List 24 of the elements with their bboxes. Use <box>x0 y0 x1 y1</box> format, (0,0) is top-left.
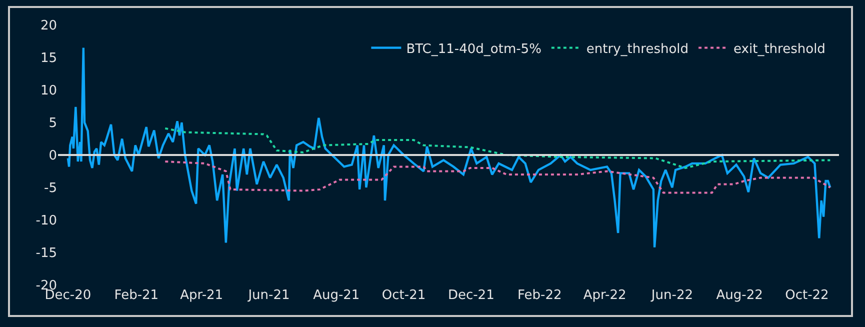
y-tick-label: 15 <box>40 51 57 66</box>
legend-label: exit_threshold <box>734 42 826 57</box>
y-tick-label: -10 <box>36 214 57 229</box>
line-series <box>164 160 832 194</box>
x-tick-label: Aug-22 <box>716 288 763 303</box>
x-tick-label: Apr-21 <box>180 288 224 303</box>
x-tick-label: Feb-22 <box>518 288 562 303</box>
x-tick-label: Oct-22 <box>785 288 829 303</box>
legend-label: entry_threshold <box>586 42 689 57</box>
x-tick-label: Feb-21 <box>114 288 159 303</box>
x-tick-label: Aug-21 <box>313 288 360 303</box>
x-tick-label: Oct-21 <box>382 288 426 303</box>
y-tick-label: -5 <box>44 181 57 196</box>
x-tick-label: Jun-22 <box>650 288 693 303</box>
y-tick-label: 20 <box>40 18 57 34</box>
y-tick-label: 0 <box>48 148 57 164</box>
x-tick-label: Apr-22 <box>583 288 626 303</box>
line-series <box>164 127 832 169</box>
x-tick-label: Jun-21 <box>247 288 290 303</box>
y-tick-label: 5 <box>48 116 57 132</box>
x-tick-label: Dec-21 <box>448 288 494 303</box>
y-tick-label: -15 <box>36 246 57 262</box>
y-tick-label: 10 <box>40 84 57 99</box>
legend-label: BTC_11-40d_otm-5% <box>406 42 542 57</box>
